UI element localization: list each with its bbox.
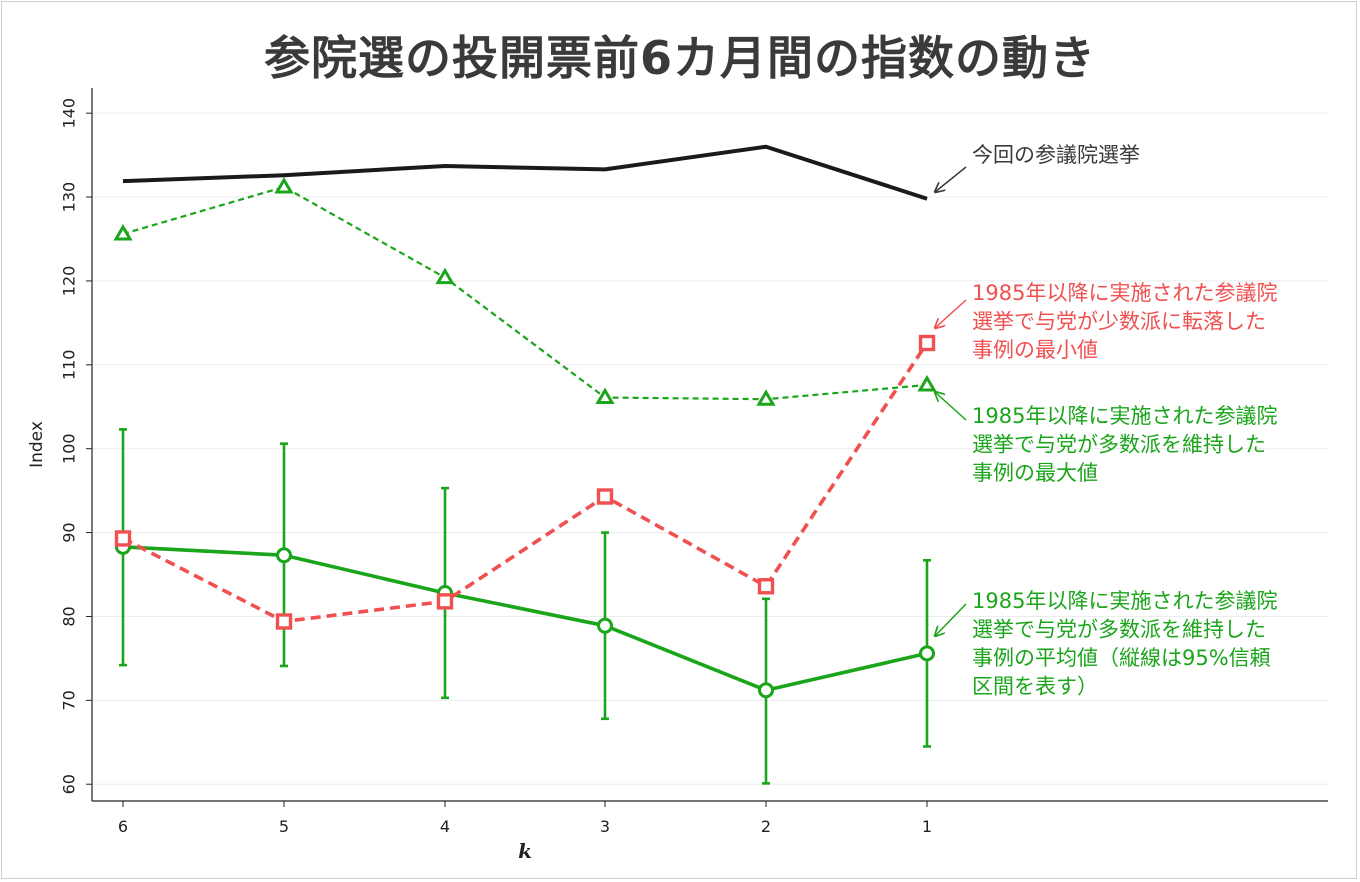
data-point-circle — [276, 547, 292, 564]
data-point-square — [596, 488, 614, 505]
series-majority-max — [113, 177, 937, 406]
annotation-text-line: 今回の参議院選挙 — [972, 143, 1140, 167]
series-minority-min — [114, 334, 936, 630]
y-tick-label: 130 — [60, 182, 79, 213]
annotation-current: 今回の参議院選挙 — [935, 143, 1140, 192]
chart-title: 参院選の投開票前6カ月間の指数の動き — [263, 31, 1096, 85]
data-point-triangle — [595, 387, 615, 405]
series-line — [122, 342, 929, 624]
data-point-triangle — [917, 374, 937, 392]
x-tick-label: 4 — [440, 817, 450, 836]
data-point-square — [757, 578, 775, 595]
data-point-triangle — [435, 267, 455, 285]
annotation-majority-mean: 1985年以降に実施された参議院選挙で与党が多数派を維持した事例の平均値（縦線は… — [935, 589, 1277, 699]
x-tick-label: 2 — [761, 817, 771, 836]
annotation-arrow — [935, 166, 967, 192]
data-point-triangle — [113, 223, 133, 241]
annotation-text-line: 1985年以降に実施された参議院 — [972, 281, 1277, 305]
data-point-square — [114, 530, 132, 547]
y-tick-label: 80 — [60, 606, 79, 626]
annotation-arrow — [935, 299, 967, 328]
y-tick-label: 120 — [60, 266, 79, 297]
annotation-text-line: 1985年以降に実施された参議院 — [972, 404, 1277, 428]
series-line — [122, 144, 928, 201]
data-point-triangle — [756, 389, 776, 406]
series-line — [122, 185, 928, 401]
data-point-square — [436, 593, 454, 610]
annotation-arrow — [935, 392, 967, 421]
annotation-arrow — [935, 603, 967, 636]
x-axis-label: k — [518, 839, 532, 863]
annotation-text-line: 選挙で与党が多数派を維持した — [972, 433, 1266, 457]
annotation-text-line: 1985年以降に実施された参議院 — [972, 589, 1277, 613]
series-layer — [113, 144, 937, 785]
y-axis-label: Index — [27, 421, 47, 468]
y-tick-label: 60 — [60, 774, 79, 794]
annotation-text-line: 選挙で与党が少数派に転落した — [972, 310, 1266, 334]
data-point-square — [918, 334, 936, 352]
series-majority-mean — [115, 428, 935, 785]
annotation-text-line: 事例の最小値 — [972, 338, 1098, 362]
series-line — [122, 545, 928, 693]
data-point-square — [275, 613, 293, 630]
x-tick-label: 5 — [279, 817, 289, 836]
series-current — [122, 144, 928, 201]
axes: 60 70 80 90 100 110 120 130 140 6 5 4 3 2 1 Index k — [27, 88, 1328, 863]
annotation-text-line: 選挙で与党が多数派を維持した — [972, 618, 1266, 642]
x-tick-label: 3 — [600, 817, 610, 836]
annotation-text-line: 区間を表す） — [972, 675, 1098, 699]
grid-lines — [92, 112, 1328, 785]
data-point-triangle — [274, 177, 294, 194]
x-tick-label: 1 — [922, 817, 932, 836]
x-tick-label: 6 — [118, 817, 128, 836]
y-tick-label: 100 — [60, 433, 79, 464]
y-tick-label: 90 — [60, 522, 79, 542]
y-tick-label: 140 — [60, 98, 79, 129]
y-tick-label: 110 — [60, 350, 79, 381]
annotation-text-line: 事例の平均値（縦線は95%信頼 — [972, 646, 1271, 670]
data-point-circle — [919, 645, 935, 662]
y-tick-label: 70 — [60, 690, 79, 710]
data-point-circle — [597, 617, 613, 634]
data-point-circle — [758, 682, 774, 699]
annotations-layer: 今回の参議院選挙 1985年以降に実施された参議院選挙で与党が少数派に転落した事例… — [935, 143, 1277, 699]
annotation-text-line: 事例の最大値 — [972, 461, 1098, 485]
